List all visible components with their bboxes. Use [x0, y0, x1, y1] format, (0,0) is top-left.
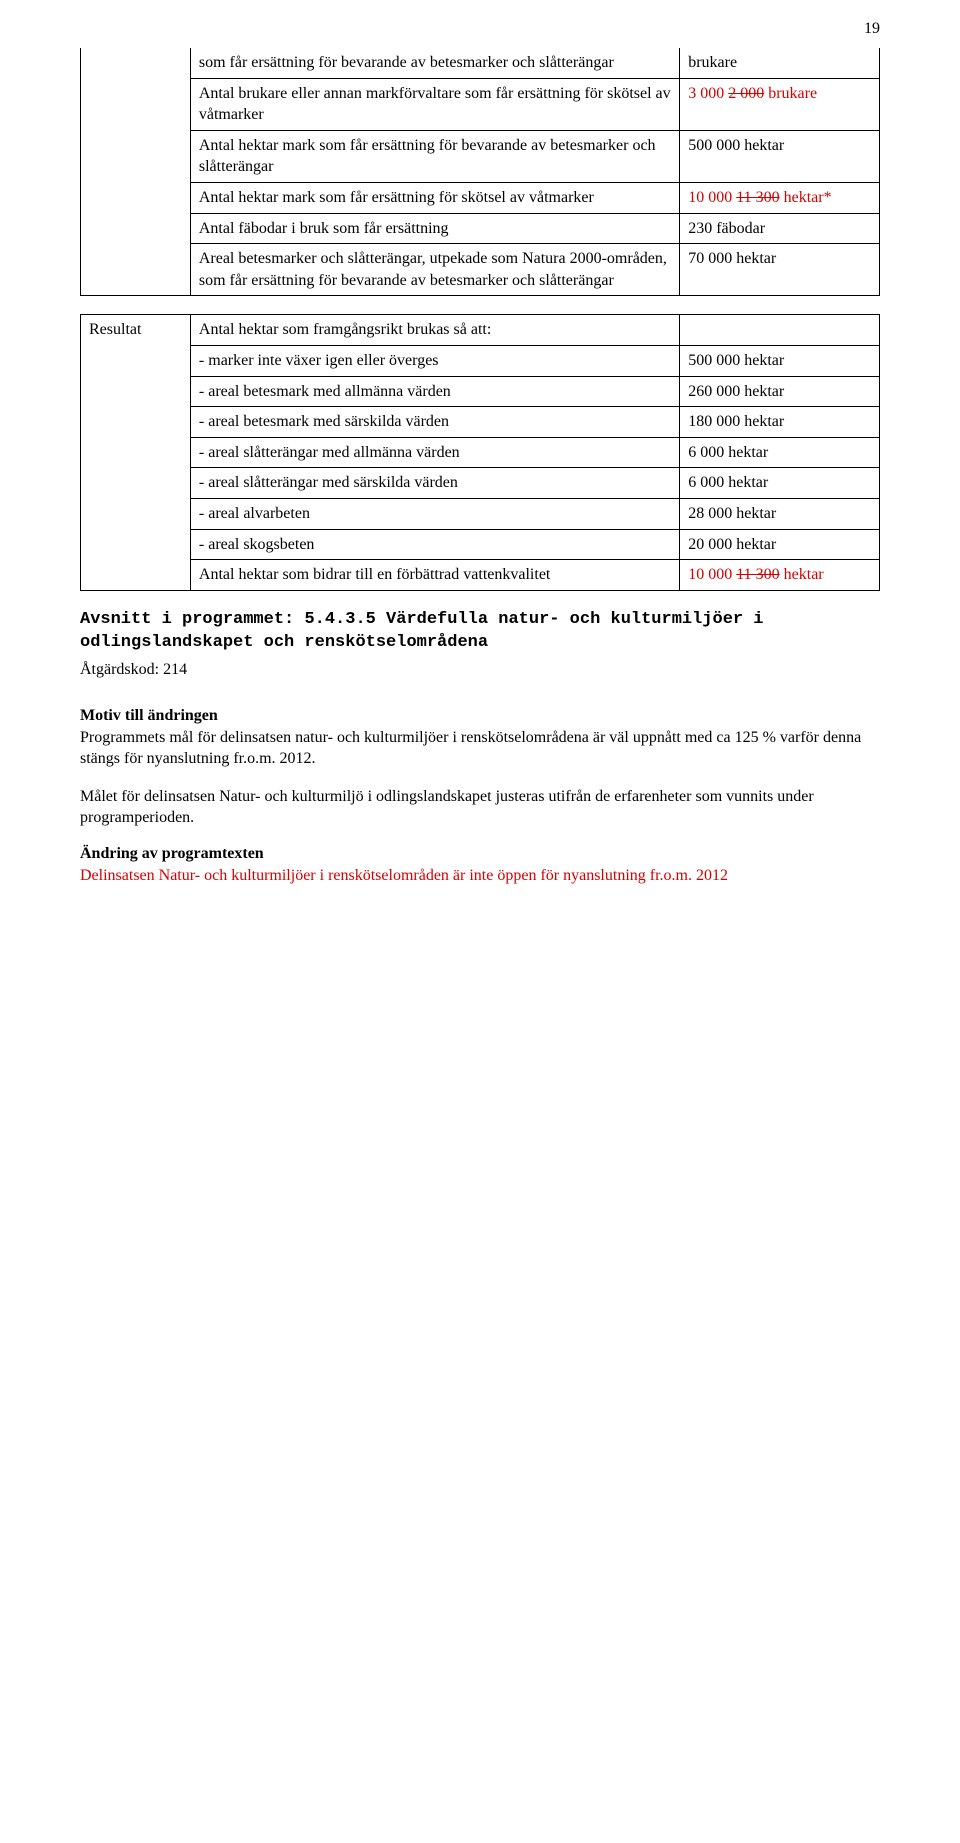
val-pre: 10 000 [688, 566, 736, 583]
andring-heading: Ändring av programtexten [80, 845, 880, 863]
table-cell-desc: - areal betesmark med allmänna värden [190, 376, 679, 407]
table-label-cell [81, 78, 191, 130]
table-cell-desc: - areal alvarbeten [190, 498, 679, 529]
motiv-paragraph: Programmets mål för delinsatsen natur- o… [80, 727, 880, 770]
table-cell-val: brukare [680, 48, 880, 78]
val-pre: 3 000 [688, 85, 728, 102]
table-cell-val: 3 000 2 000 brukare [680, 78, 880, 130]
val-post: hektar [780, 566, 824, 583]
table-cell-val: 10 000 11 300 hektar* [680, 182, 880, 213]
table-cell-val: 500 000 hektar [680, 130, 880, 182]
table-cell-desc: Areal betesmarker och slåtterängar, utpe… [190, 244, 679, 296]
table-label-cell [81, 376, 191, 407]
table-cell-val: 70 000 hektar [680, 244, 880, 296]
table-resultat: Resultat Antal hektar som framgångsrikt … [80, 314, 880, 590]
table-cell-desc: Antal fäbodar i bruk som får ersättning [190, 213, 679, 244]
table-label-cell [81, 130, 191, 182]
table-label-cell [81, 182, 191, 213]
table-cell-desc: - areal betesmark med särskilda värden [190, 407, 679, 438]
val-post: brukare [764, 85, 817, 102]
table-cell-val: 230 fäbodar [680, 213, 880, 244]
table-label-cell [81, 407, 191, 438]
table-cell-desc: Antal hektar mark som får ersättning för… [190, 182, 679, 213]
val-strike: 11 300 [736, 189, 779, 206]
table-label-cell [81, 498, 191, 529]
mal-paragraph: Målet för delinsatsen Natur- och kulturm… [80, 786, 880, 829]
table-cell-val: 6 000 hektar [680, 437, 880, 468]
table-label-cell [81, 244, 191, 296]
val-pre: 10 000 [688, 189, 736, 206]
table-cell-val: 180 000 hektar [680, 407, 880, 438]
table-cell-desc: Antal brukare eller annan markförvaltare… [190, 78, 679, 130]
andring-paragraph: Delinsatsen Natur- och kulturmiljöer i r… [80, 865, 880, 887]
table-cell-val: 6 000 hektar [680, 468, 880, 499]
table-label-cell [81, 468, 191, 499]
table-cell-val: 20 000 hektar [680, 529, 880, 560]
val-post: hektar* [780, 189, 832, 206]
table-cell-desc: Antal hektar som framgångsrikt brukas så… [190, 315, 679, 346]
val-strike: 11 300 [736, 566, 779, 583]
val-strike: 2 000 [728, 85, 764, 102]
table-cell-val: 500 000 hektar [680, 345, 880, 376]
table-cell-desc: - areal skogsbeten [190, 529, 679, 560]
table-cell-val: 28 000 hektar [680, 498, 880, 529]
table-label-cell [81, 437, 191, 468]
action-code: Åtgärdskod: 214 [80, 661, 880, 679]
motiv-heading: Motiv till ändringen [80, 707, 880, 725]
table-indicators: som får ersättning för bevarande av bete… [80, 48, 880, 296]
section-heading-prefix: Avsnitt i programmet: [80, 610, 304, 629]
table-cell-desc: - areal slåtterängar med särskilda värde… [190, 468, 679, 499]
table-label-cell [81, 213, 191, 244]
table-cell-desc: Antal hektar mark som får ersättning för… [190, 130, 679, 182]
table-cell-val: 10 000 11 300 hektar [680, 560, 880, 591]
table-cell-desc: Antal hektar som bidrar till en förbättr… [190, 560, 679, 591]
table-label-resultat: Resultat [81, 315, 191, 346]
table-cell-desc: - marker inte växer igen eller överges [190, 345, 679, 376]
table-label-cell [81, 48, 191, 78]
table-label-cell [81, 560, 191, 591]
section-heading: Avsnitt i programmet: 5.4.3.5 Värdefulla… [80, 609, 880, 655]
table-cell-desc: som får ersättning för bevarande av bete… [190, 48, 679, 78]
page-number: 19 [864, 20, 880, 38]
table-label-cell [81, 529, 191, 560]
table-cell-val [680, 315, 880, 346]
table-label-cell [81, 345, 191, 376]
table-cell-val: 260 000 hektar [680, 376, 880, 407]
table-cell-desc: - areal slåtterängar med allmänna värden [190, 437, 679, 468]
